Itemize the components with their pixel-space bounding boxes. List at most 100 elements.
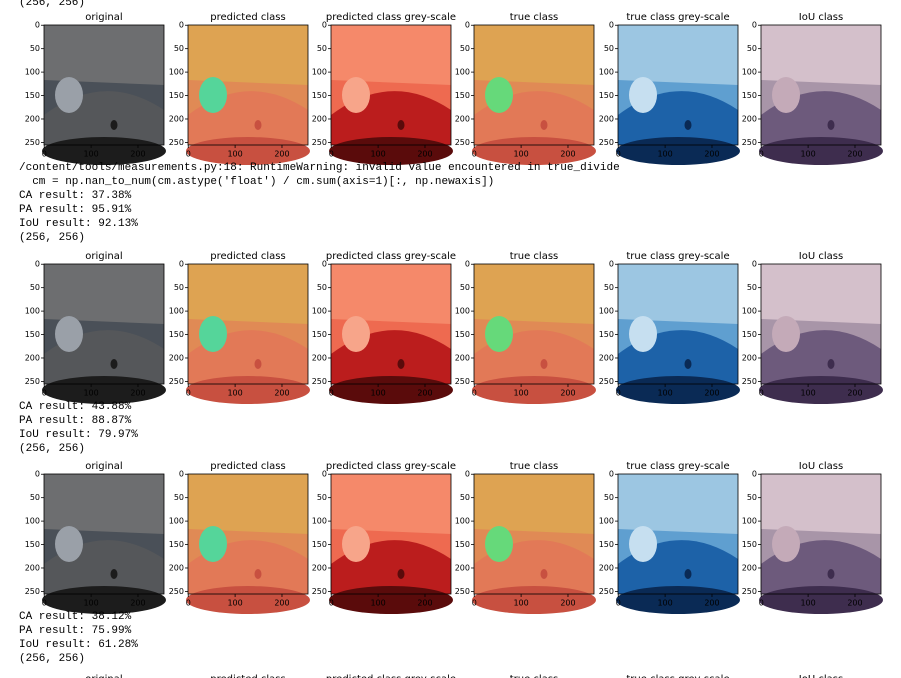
x-tick-label: 100 [227,599,242,608]
y-tick-label: 0 [752,21,757,30]
y-tick-label: 250 [169,138,184,147]
subplot-title: original [85,461,122,472]
y-tick-label: 0 [465,260,470,269]
y-tick-label: 50 [604,493,614,502]
y-tick-label: 50 [174,283,184,292]
y-tick-label: 150 [312,91,327,100]
y-tick-label: 150 [25,330,40,339]
y-tick-label: 150 [599,91,614,100]
y-tick-label: 250 [312,377,327,386]
image-region [540,359,548,369]
y-tick-label: 150 [312,540,327,549]
x-tick-label: 0 [329,599,334,608]
y-tick-label: 100 [25,68,40,77]
x-tick-label: 200 [274,599,289,608]
y-tick-label: 0 [609,260,614,269]
image-region [55,77,83,113]
y-tick-label: 250 [25,587,40,596]
subplot-title: predicted class grey-scale [326,251,456,262]
x-tick-label: 100 [370,389,385,398]
y-tick-label: 50 [174,44,184,53]
x-tick-label: 0 [186,599,191,608]
subplot-title: true class [510,674,559,678]
image-region [42,376,166,404]
subplot-title: IoU class [799,12,843,23]
x-tick-label: 200 [704,599,719,608]
subplot-title: original [85,674,122,678]
image-region [827,569,835,579]
x-tick-label: 200 [417,389,432,398]
x-tick-label: 100 [83,150,98,159]
image-region [342,77,370,113]
y-tick-label: 200 [599,563,614,572]
axes-frame [43,24,165,146]
y-tick-label: 0 [752,260,757,269]
x-tick-label: 0 [186,389,191,398]
x-tick-label: 200 [130,389,145,398]
y-tick-label: 250 [742,138,757,147]
x-tick-label: 0 [42,389,47,398]
y-tick-label: 200 [169,353,184,362]
x-tick-label: 200 [847,599,862,608]
y-tick-label: 100 [599,68,614,77]
image-region [472,137,596,165]
image-region [329,137,453,165]
subplot-title: predicted class grey-scale [326,12,456,23]
y-tick-label: 250 [169,377,184,386]
y-tick-label: 200 [169,114,184,123]
axes-frame [43,473,165,595]
x-tick-label: 0 [616,389,621,398]
x-tick-label: 0 [42,150,47,159]
image-region [342,316,370,352]
image-region [684,120,692,130]
axes-frame [473,473,595,595]
x-tick-label: 200 [847,150,862,159]
subplot-title: true class grey-scale [626,12,729,23]
y-tick-label: 150 [455,330,470,339]
y-tick-label: 50 [174,493,184,502]
y-tick-label: 50 [747,44,757,53]
y-tick-label: 0 [465,21,470,30]
y-tick-label: 150 [742,91,757,100]
subplot-title: predicted class grey-scale [326,674,456,678]
image-region [472,586,596,614]
image-region [759,137,883,165]
x-tick-label: 100 [83,389,98,398]
x-tick-label: 100 [370,599,385,608]
y-tick-label: 100 [742,307,757,316]
y-tick-label: 100 [25,307,40,316]
y-tick-label: 200 [455,563,470,572]
image-region [254,569,262,579]
subplot: predicted class grey-scale05010015020025… [312,12,456,165]
subplot-title: IoU class [799,461,843,472]
y-tick-label: 0 [465,470,470,479]
axes-frame [187,24,309,146]
x-tick-label: 0 [472,389,477,398]
x-tick-label: 100 [800,150,815,159]
subplot-title: predicted class [210,12,285,23]
y-tick-label: 150 [25,91,40,100]
subplot: predicted class grey-scale05010015020025… [312,251,456,404]
image-region [540,569,548,579]
y-tick-label: 0 [179,470,184,479]
x-tick-label: 0 [616,599,621,608]
image-region [42,137,166,165]
y-tick-label: 200 [312,563,327,572]
image-region [110,359,118,369]
x-tick-label: 0 [472,150,477,159]
image-region [254,120,262,130]
x-tick-label: 0 [759,389,764,398]
y-tick-label: 100 [742,517,757,526]
y-tick-label: 200 [312,114,327,123]
y-tick-label: 100 [455,68,470,77]
subplot: predicted class grey-scale05010015020025… [312,461,456,614]
image-region [629,526,657,562]
x-tick-label: 100 [513,389,528,398]
image-region [397,569,405,579]
